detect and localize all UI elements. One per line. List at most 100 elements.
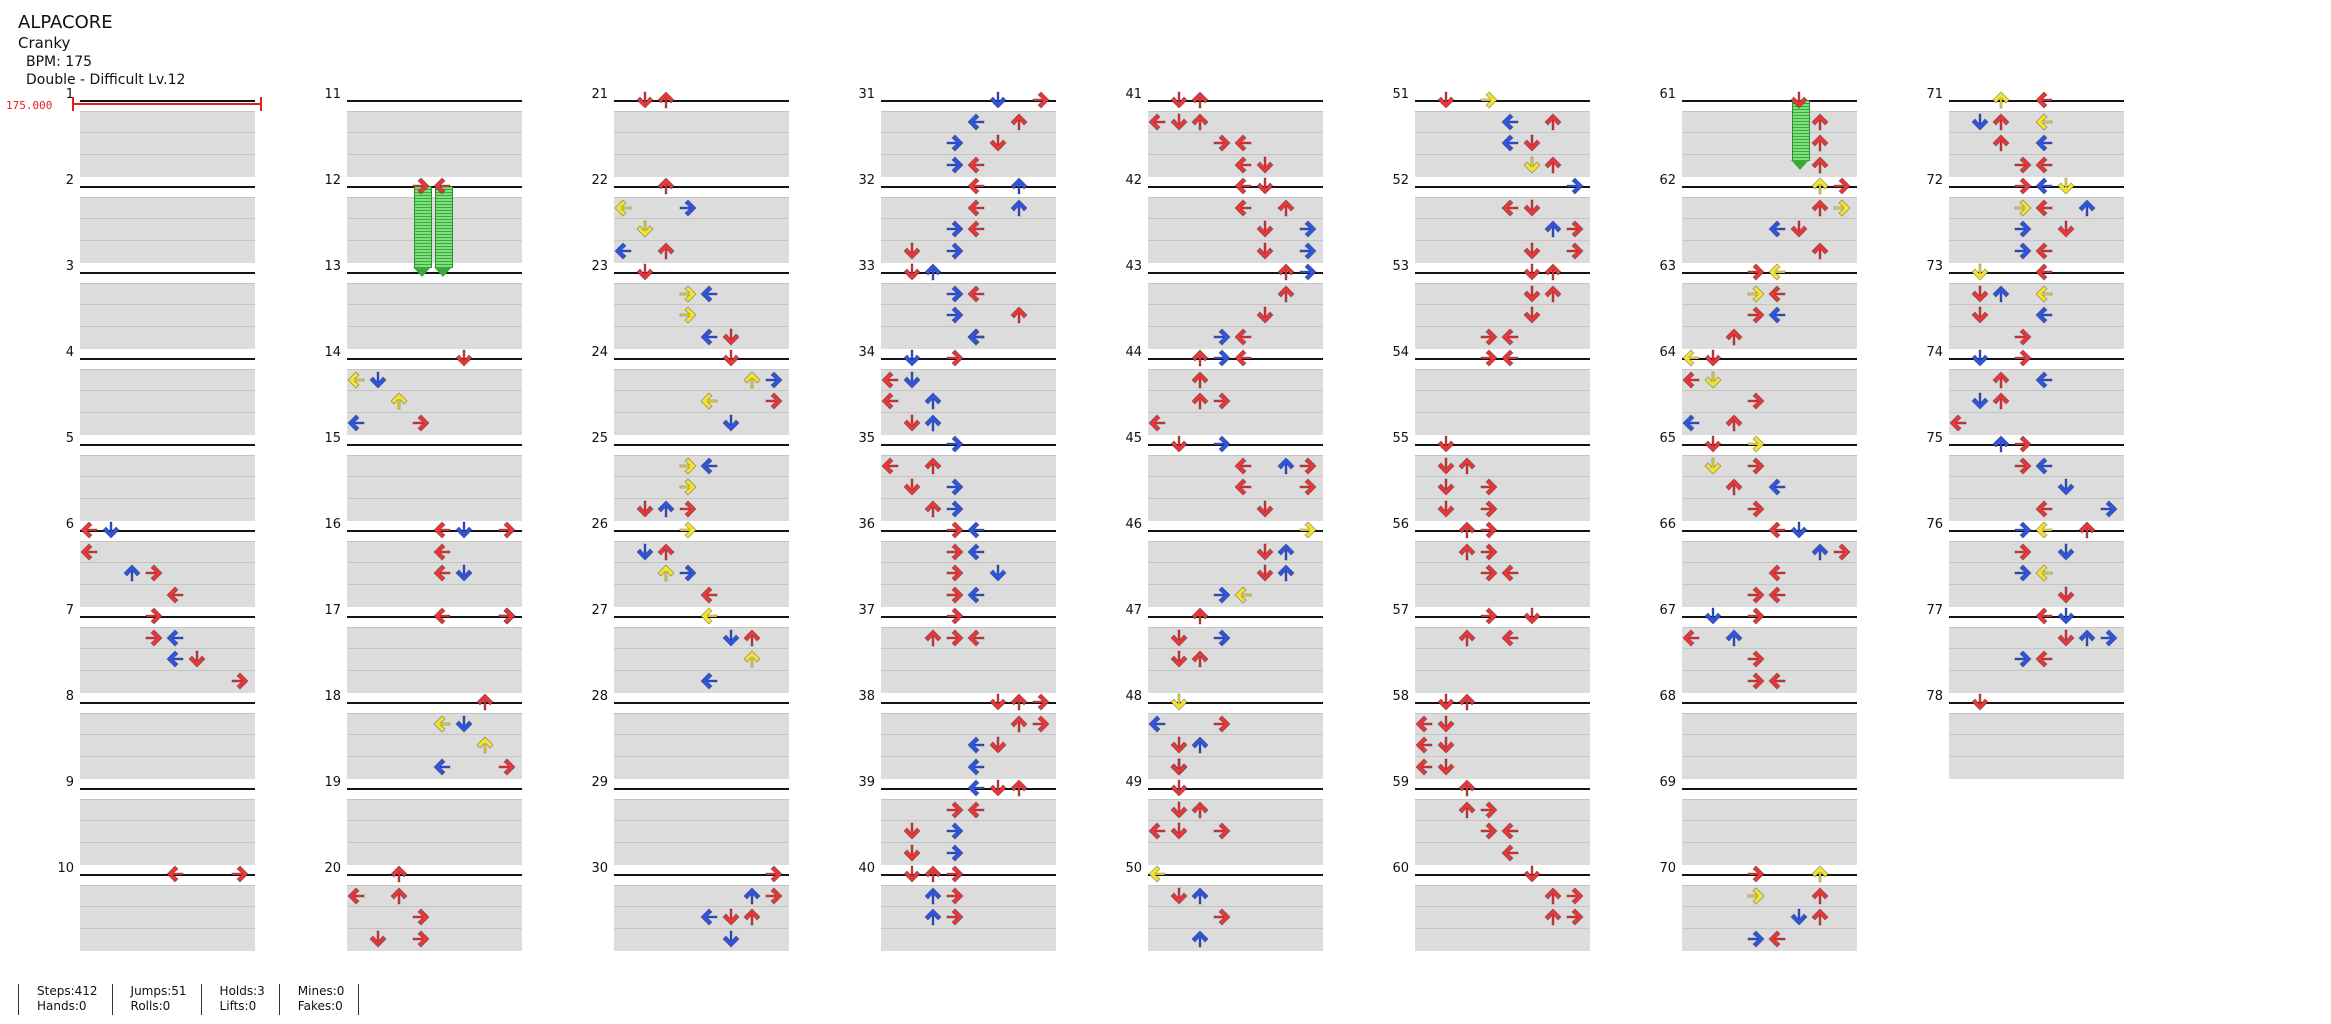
measure-number: 37: [858, 603, 875, 618]
beat-band: [1148, 712, 1323, 736]
arrow-right-icon: [945, 305, 965, 325]
arrow-down-icon: [1436, 714, 1456, 734]
arrow-right-icon: [1479, 477, 1499, 497]
beat-band: [347, 282, 522, 306]
beat-band: [347, 906, 522, 929]
measure-line: [80, 186, 255, 188]
arrow-down-icon: [1789, 520, 1809, 540]
beat-band: [881, 411, 1056, 435]
arrow-down-icon: [1255, 499, 1275, 519]
arrow-right-icon: [2013, 434, 2033, 454]
measure-number: 48: [1125, 689, 1142, 704]
arrow-up-icon: [1457, 456, 1477, 476]
arrow-down-icon: [1522, 284, 1542, 304]
measure-line: [881, 874, 1056, 876]
arrow-down-icon: [1522, 133, 1542, 153]
arrow-right-icon: [2013, 649, 2033, 669]
measure-number: 36: [858, 517, 875, 532]
arrow-down-icon: [1789, 907, 1809, 927]
arrow-left-icon: [2034, 606, 2054, 626]
beat-band: [614, 218, 789, 241]
arrow-left-icon: [2034, 155, 2054, 175]
beat-band: [1148, 626, 1323, 650]
arrow-left-icon: [1500, 133, 1520, 153]
arrow-right-icon: [945, 563, 965, 583]
beat-band: [614, 798, 789, 822]
arrow-right-icon: [1479, 821, 1499, 841]
arrow-right-icon: [764, 864, 784, 884]
arrow-left-icon: [1767, 262, 1787, 282]
measure-number: 49: [1125, 775, 1142, 790]
arrow-up-icon: [656, 563, 676, 583]
arrow-right-icon: [1565, 176, 1585, 196]
measure-line: [881, 272, 1056, 274]
measure-number: 77: [1926, 603, 1943, 618]
arrow-down-icon: [454, 563, 474, 583]
measure-line: [614, 788, 789, 790]
arrow-down-icon: [988, 778, 1008, 798]
beat-band: [1148, 841, 1323, 865]
arrow-right-icon: [1479, 327, 1499, 347]
stat-steps: Steps:412: [37, 984, 98, 998]
beat-band: [1148, 540, 1323, 564]
arrow-right-icon: [945, 843, 965, 863]
arrow-left-icon: [2034, 649, 2054, 669]
arrow-down-icon: [1255, 176, 1275, 196]
arrow-left-icon: [966, 176, 986, 196]
beat-band: [1415, 368, 1590, 392]
arrow-right-icon: [945, 155, 965, 175]
arrow-down-icon: [635, 90, 655, 110]
beat-band: [347, 476, 522, 499]
measure-line: [1682, 616, 1857, 618]
measure-line: [1415, 444, 1590, 446]
arrow-right-icon: [2013, 176, 2033, 196]
measure-line: [614, 874, 789, 876]
arrow-right-icon: [2099, 499, 2119, 519]
measure-number: 45: [1125, 431, 1142, 446]
hold-tail: [412, 267, 431, 277]
arrow-down-icon: [635, 262, 655, 282]
beat-band: [80, 282, 255, 306]
measure-line: [614, 186, 789, 188]
arrow-up-icon: [1009, 692, 1029, 712]
arrow-right-icon: [497, 606, 517, 626]
beat-band: [80, 239, 255, 263]
arrow-right-icon: [1212, 714, 1232, 734]
measure-number: 23: [591, 259, 608, 274]
beat-band: [1415, 734, 1590, 757]
hold-tail: [1790, 159, 1809, 170]
arrow-up-icon: [923, 413, 943, 433]
measure-line: [881, 100, 1056, 102]
arrow-right-icon: [230, 864, 250, 884]
beat-band: [1148, 562, 1323, 585]
arrow-right-icon: [497, 520, 517, 540]
arrow-up-icon: [1009, 176, 1029, 196]
arrow-down-icon: [1703, 370, 1723, 390]
arrow-left-icon: [1767, 929, 1787, 949]
measure-line: [347, 702, 522, 704]
beat-band: [614, 562, 789, 585]
arrow-up-icon: [2077, 520, 2097, 540]
beat-band: [614, 411, 789, 435]
arrow-down-icon: [1436, 90, 1456, 110]
beat-band: [614, 497, 789, 521]
beat-band: [347, 734, 522, 757]
arrow-right-icon: [1832, 176, 1852, 196]
stat-hands: Hands:0: [37, 999, 87, 1013]
measure-number: 19: [324, 775, 341, 790]
beat-band: [80, 132, 255, 155]
measure-number: 68: [1659, 689, 1676, 704]
arrow-up-icon: [923, 499, 943, 519]
arrow-left-icon: [699, 391, 719, 411]
stat-rolls: Rolls:0: [130, 999, 171, 1013]
arrow-up-icon: [1991, 434, 2011, 454]
arrow-down-icon: [1789, 219, 1809, 239]
arrow-up-icon: [742, 907, 762, 927]
arrow-down-icon: [1522, 305, 1542, 325]
arrow-down-icon: [1169, 800, 1189, 820]
arrow-up-icon: [1457, 628, 1477, 648]
stat-lifts: Lifts:0: [219, 999, 257, 1013]
arrow-left-icon: [432, 714, 452, 734]
arrow-left-icon: [1233, 133, 1253, 153]
arrow-right-icon: [1298, 219, 1318, 239]
